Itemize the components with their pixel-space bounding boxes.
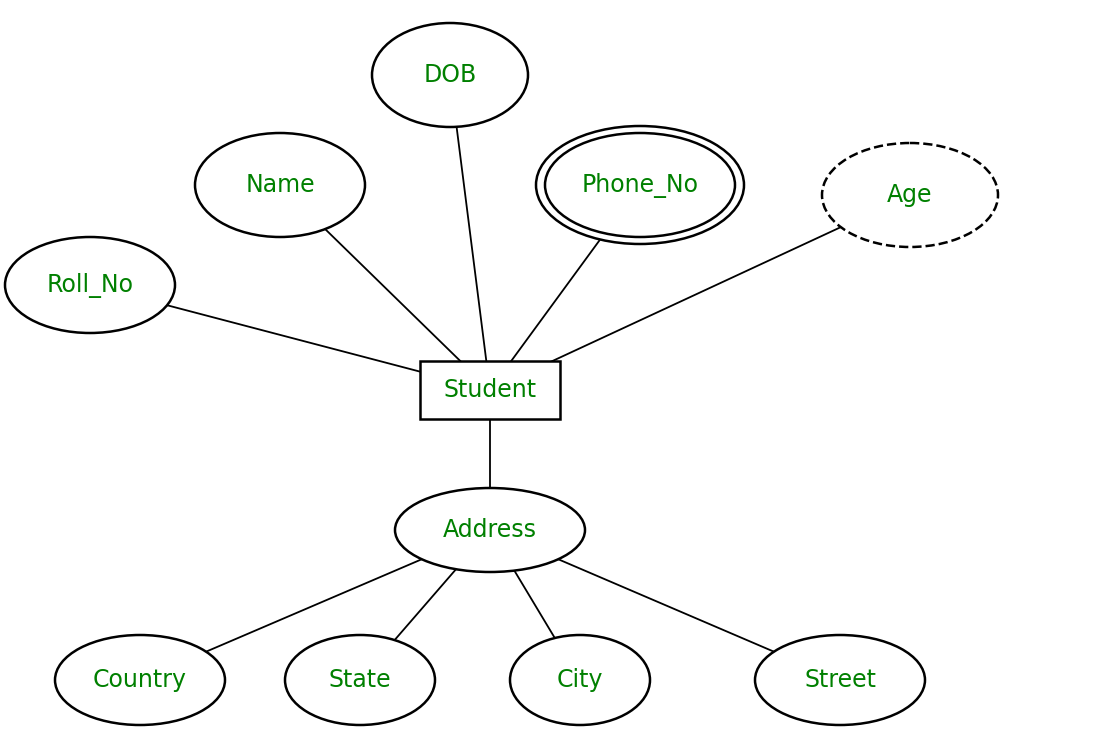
Text: Age: Age (887, 183, 933, 207)
Ellipse shape (536, 126, 744, 244)
Bar (420, 361, 560, 419)
Text: Student: Student (444, 378, 537, 402)
Ellipse shape (822, 143, 997, 247)
Text: Name: Name (245, 173, 315, 197)
Text: Address: Address (443, 518, 537, 542)
Text: Country: Country (93, 668, 187, 692)
Text: Roll_No: Roll_No (47, 273, 133, 297)
Ellipse shape (4, 237, 175, 333)
Ellipse shape (54, 635, 225, 725)
Ellipse shape (373, 23, 528, 127)
Text: Phone_No: Phone_No (582, 172, 698, 197)
Ellipse shape (285, 635, 435, 725)
Text: DOB: DOB (424, 63, 477, 87)
Ellipse shape (395, 488, 585, 572)
Text: State: State (329, 668, 391, 692)
Ellipse shape (195, 133, 365, 237)
Text: City: City (557, 668, 603, 692)
Ellipse shape (545, 133, 735, 237)
Text: Street: Street (804, 668, 876, 692)
Ellipse shape (510, 635, 651, 725)
Ellipse shape (755, 635, 925, 725)
